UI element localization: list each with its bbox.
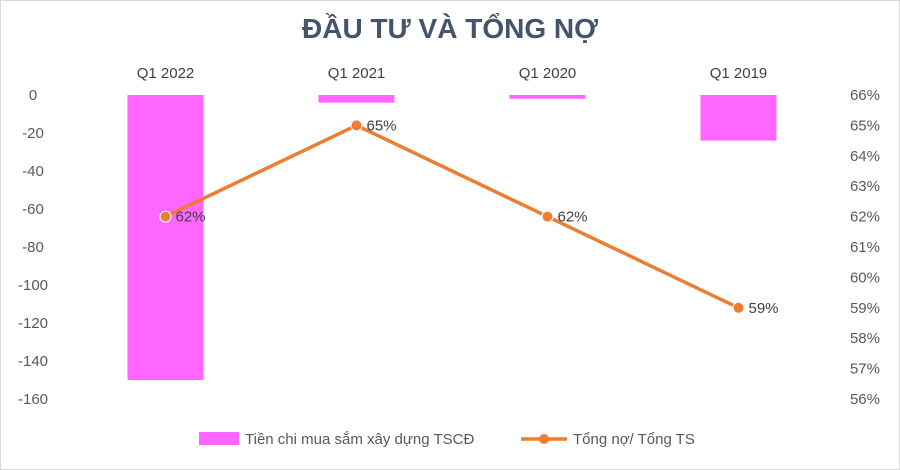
right-axis-tick-label: 64% <box>850 148 880 165</box>
line-point <box>159 210 172 223</box>
line-point <box>732 301 745 314</box>
bar <box>509 95 586 99</box>
line-point <box>350 119 363 132</box>
right-axis-tick-label: 58% <box>850 330 880 347</box>
left-axis: 0 -20 -40 -60 -80 -100 -120 -140 -160 <box>18 87 48 408</box>
right-axis-tick-label: 59% <box>850 300 880 317</box>
data-label: 59% <box>749 300 779 317</box>
data-label: 62% <box>176 209 206 226</box>
line-point <box>541 210 554 223</box>
legend-swatch-bar <box>199 432 239 445</box>
right-axis: 66% 65% 64% 63% 62% 61% 60% 59% 58% 57% 56% <box>850 87 880 408</box>
category-label: Q1 2021 <box>328 65 386 82</box>
left-axis-tick-label: -80 <box>22 239 44 256</box>
right-axis-tick-label: 61% <box>850 239 880 256</box>
chart-title: ĐẦU TƯ VÀ TỔNG NỢ <box>302 13 598 44</box>
left-axis-tick-label: -40 <box>22 163 44 180</box>
bar <box>127 95 204 380</box>
line-series: 62% 65% 62% 59% <box>159 117 779 317</box>
left-axis-tick-label: 0 <box>29 87 37 104</box>
bar-series <box>127 95 777 380</box>
legend: Tiền chi mua sắm xây dựng TSCĐ Tổng nợ/ … <box>199 431 695 448</box>
data-label: 62% <box>558 209 588 226</box>
bar <box>700 95 777 141</box>
legend-label-line: Tổng nợ/ Tổng TS <box>573 431 695 448</box>
right-axis-tick-label: 57% <box>850 361 880 378</box>
left-axis-tick-label: -100 <box>18 277 48 294</box>
category-labels: Q1 2022 Q1 2021 Q1 2020 Q1 2019 <box>137 65 768 82</box>
left-axis-tick-label: -120 <box>18 315 48 332</box>
bar <box>318 95 395 103</box>
right-axis-tick-label: 60% <box>850 269 880 286</box>
category-label: Q1 2019 <box>710 65 768 82</box>
right-axis-tick-label: 63% <box>850 178 880 195</box>
left-axis-tick-label: -20 <box>22 125 44 142</box>
right-axis-tick-label: 62% <box>850 209 880 226</box>
legend-marker-line <box>539 434 549 444</box>
right-axis-tick-label: 56% <box>850 391 880 408</box>
left-axis-tick-label: -140 <box>18 353 48 370</box>
left-axis-tick-label: -160 <box>18 391 48 408</box>
line-path <box>164 123 740 310</box>
right-axis-tick-label: 65% <box>850 117 880 134</box>
data-label: 65% <box>367 117 397 134</box>
right-axis-tick-label: 66% <box>850 87 880 104</box>
legend-label-bar: Tiền chi mua sắm xây dựng TSCĐ <box>245 431 474 448</box>
left-axis-tick-label: -60 <box>22 201 44 218</box>
category-label: Q1 2020 <box>519 65 577 82</box>
category-label: Q1 2022 <box>137 65 195 82</box>
